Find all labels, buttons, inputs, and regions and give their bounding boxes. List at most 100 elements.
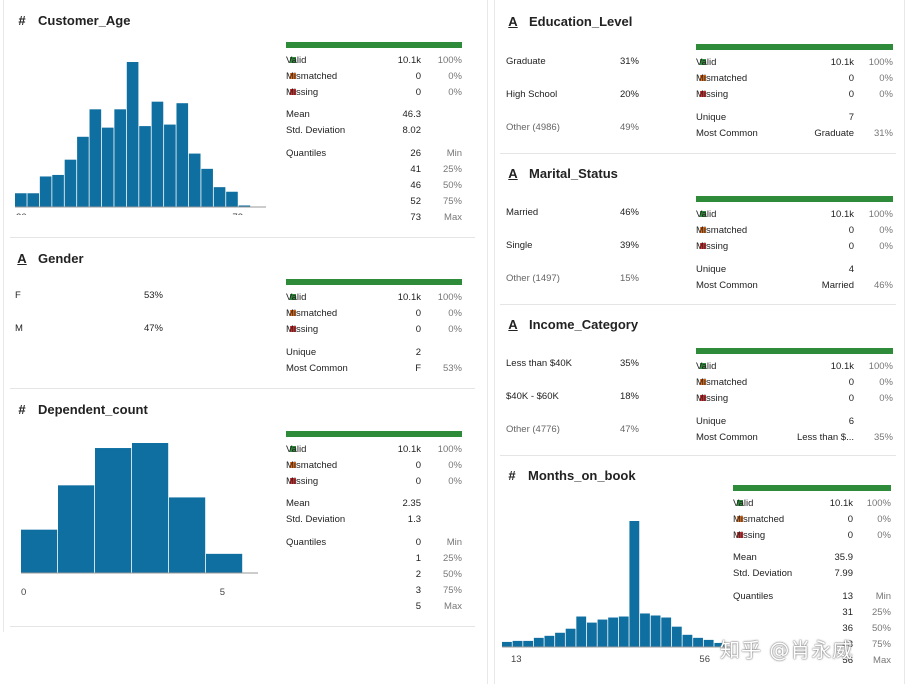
missing-indicator-icon bbox=[737, 532, 743, 538]
category-percent: 47% bbox=[143, 323, 163, 334]
valid-row: Valid 10.1k 100% bbox=[286, 292, 462, 304]
histogram-bar bbox=[164, 124, 176, 207]
mismatched-indicator-icon bbox=[700, 227, 706, 233]
histogram-bar bbox=[139, 126, 151, 207]
quantile-value: 13 bbox=[842, 591, 853, 602]
mean-row: Mean 2.35 bbox=[286, 498, 462, 510]
missing-row: Missing 0 0% bbox=[696, 241, 893, 253]
quantile-value: 46 bbox=[410, 180, 421, 191]
valid-value: 10.1k bbox=[829, 498, 853, 509]
mean-label: Mean bbox=[286, 498, 310, 509]
education-level-stats: Valid 10.1k 100% Mismatched 0 0% Missing 0 0% Uni… bbox=[696, 57, 893, 147]
histogram-bar bbox=[523, 640, 534, 647]
quantile-label: Quantiles bbox=[733, 591, 774, 602]
most-common-row: Most Common Less than $... 35% bbox=[696, 432, 893, 444]
category-label: High School bbox=[506, 89, 558, 100]
mismatched-indicator-icon bbox=[700, 379, 706, 385]
mean-row: Mean 35.9 bbox=[733, 552, 891, 564]
mismatched-value: 0 bbox=[415, 460, 421, 471]
category-label: $40K - $60K bbox=[506, 391, 559, 402]
histogram-bar bbox=[201, 168, 213, 207]
missing-indicator-icon bbox=[700, 243, 706, 249]
mismatched-indicator-icon bbox=[700, 75, 706, 81]
most-common-label: Most Common bbox=[696, 280, 758, 291]
mismatched-indicator-icon bbox=[290, 310, 296, 316]
valid-value: 10.1k bbox=[830, 57, 854, 68]
quantile-percent: Max bbox=[873, 655, 891, 666]
valid-bar bbox=[733, 485, 891, 491]
missing-value: 0 bbox=[848, 241, 854, 252]
category-label: M bbox=[15, 323, 23, 334]
missing-label: Missing bbox=[696, 241, 729, 252]
valid-row: Valid 10.1k 100% bbox=[696, 209, 893, 221]
histogram-bar bbox=[176, 103, 189, 207]
axis-tick-label: 13 bbox=[511, 654, 522, 665]
histogram-bar bbox=[95, 448, 132, 573]
column-title: Customer_Age bbox=[38, 13, 131, 28]
most-common-row: Most Common Graduate 31% bbox=[696, 128, 893, 140]
quantile-row: 31 25% bbox=[733, 607, 891, 619]
mean-value: 46.3 bbox=[402, 109, 422, 120]
mean-value: 35.9 bbox=[834, 552, 854, 563]
numeric-type-icon: # bbox=[508, 468, 516, 483]
category-percent: 49% bbox=[619, 122, 639, 133]
quantile-label: Quantiles bbox=[286, 148, 327, 159]
quantile-row: 43 75% bbox=[733, 639, 891, 651]
quantile-percent: 75% bbox=[871, 639, 891, 650]
histogram-bar bbox=[114, 109, 126, 207]
missing-percent: 0% bbox=[879, 89, 893, 100]
category-percent: 39% bbox=[619, 240, 639, 251]
unique-row: Unique 7 bbox=[696, 112, 893, 124]
quantile-label: Quantiles bbox=[286, 537, 327, 548]
histogram-bar bbox=[39, 176, 52, 207]
quantile-value: 0 bbox=[415, 537, 421, 548]
quantile-percent: Min bbox=[875, 591, 891, 602]
valid-row: Valid 10.1k 100% bbox=[286, 444, 462, 456]
most-common-row: Most Common F 53% bbox=[286, 363, 462, 375]
marital-status-stats: Valid 10.1k 100% Mismatched 0 0% Missing 0 0% Uni… bbox=[696, 209, 893, 299]
quantile-value: 26 bbox=[410, 148, 421, 159]
missing-label: Missing bbox=[733, 530, 766, 541]
customer-age-title-row: # Customer_Age bbox=[15, 13, 130, 28]
std-deviation-value: 7.99 bbox=[834, 568, 854, 579]
missing-row: Missing 0 0% bbox=[286, 87, 462, 99]
months-on-book-histogram: 13 56 bbox=[502, 521, 730, 665]
column-title: Months_on_book bbox=[528, 468, 636, 483]
valid-bar bbox=[696, 196, 893, 202]
missing-row: Missing 0 0% bbox=[733, 530, 891, 542]
valid-value: 10.1k bbox=[397, 444, 421, 455]
education-level-categories: Graduate 31% High School 20% Other (4986) 49% bbox=[506, 56, 639, 136]
missing-percent: 0% bbox=[879, 241, 893, 252]
quantile-value: 2 bbox=[415, 569, 421, 580]
histogram-bar bbox=[126, 62, 139, 207]
std-deviation-row: Std. Deviation 1.3 bbox=[286, 514, 462, 526]
unique-value: 4 bbox=[848, 264, 854, 275]
histogram-bar bbox=[597, 619, 608, 647]
mismatched-indicator-icon bbox=[737, 516, 743, 522]
quantile-percent: 25% bbox=[442, 164, 462, 175]
valid-indicator-icon bbox=[700, 211, 706, 217]
histogram-bar bbox=[618, 616, 629, 647]
mismatched-percent: 0% bbox=[879, 377, 893, 388]
missing-label: Missing bbox=[696, 89, 729, 100]
marital-status-title-row: A Marital_Status bbox=[506, 166, 618, 181]
histogram-bar bbox=[213, 187, 226, 207]
quantile-percent: Min bbox=[446, 537, 462, 548]
income-category-title-row: A Income_Category bbox=[506, 317, 638, 332]
mismatched-indicator-icon bbox=[290, 462, 296, 468]
missing-label: Missing bbox=[286, 476, 319, 487]
dependent-count-title-row: # Dependent_count bbox=[15, 402, 147, 417]
axis-tick-label: 73 bbox=[232, 212, 243, 215]
histogram-bar bbox=[629, 521, 640, 647]
std-deviation-value: 8.02 bbox=[402, 125, 422, 136]
quantile-percent: 50% bbox=[442, 569, 462, 580]
valid-row: Valid 10.1k 100% bbox=[286, 55, 462, 67]
quantile-value: 31 bbox=[842, 607, 853, 618]
histogram-bar bbox=[661, 617, 672, 647]
quantile-row: 36 50% bbox=[733, 623, 891, 635]
mismatched-label: Mismatched bbox=[733, 514, 785, 525]
column-title: Marital_Status bbox=[529, 166, 618, 181]
missing-value: 0 bbox=[848, 393, 854, 404]
